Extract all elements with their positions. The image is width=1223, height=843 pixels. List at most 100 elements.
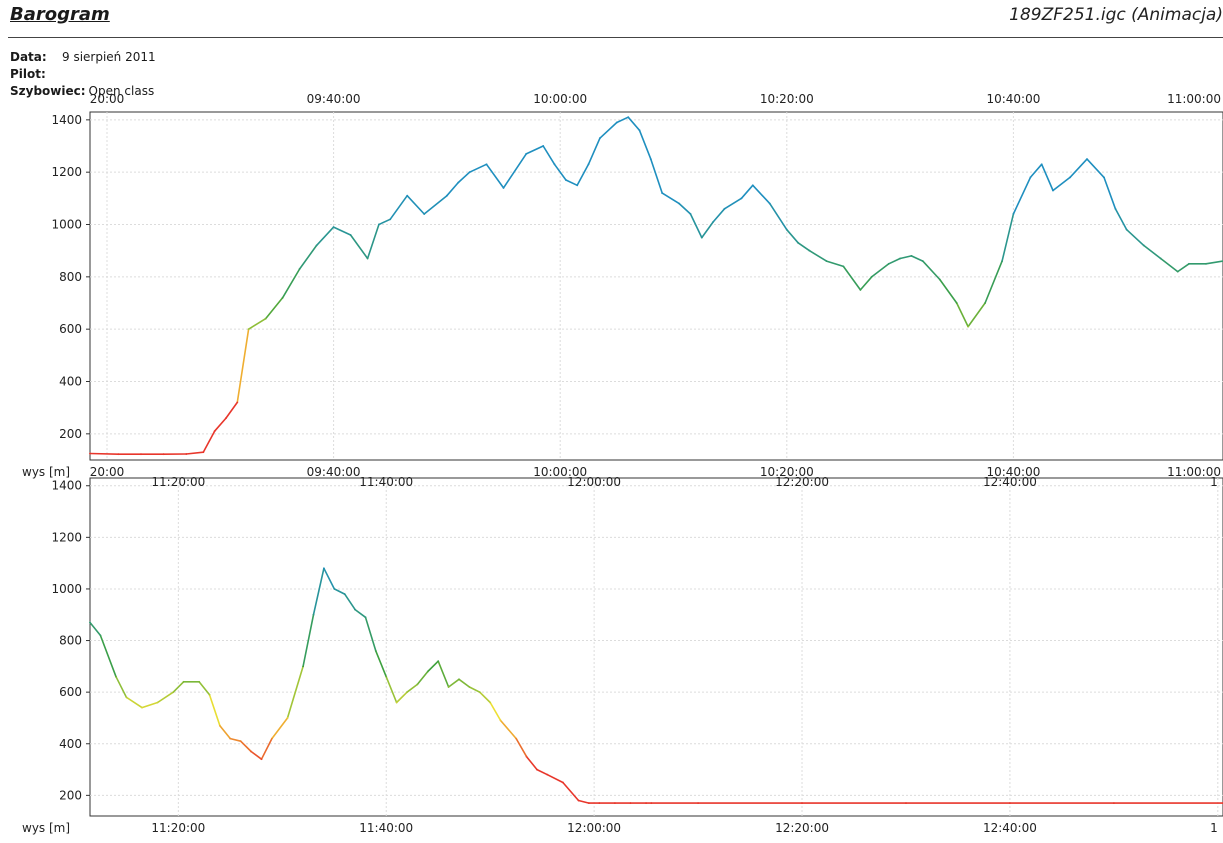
altitude-point bbox=[1114, 207, 1117, 210]
altitude-point bbox=[525, 755, 528, 758]
altitude-point bbox=[515, 737, 518, 740]
altitude-point bbox=[389, 218, 392, 221]
altitude-segment bbox=[423, 194, 448, 215]
altitude-segment bbox=[366, 223, 380, 260]
altitude-point bbox=[117, 453, 120, 456]
altitude-segment bbox=[89, 621, 102, 637]
y-tick-label: 200 bbox=[59, 427, 82, 441]
x-tick-label-top: 12:40:00 bbox=[983, 475, 1037, 489]
altitude-point bbox=[478, 691, 481, 694]
altitude-point bbox=[712, 221, 715, 223]
altitude-segment bbox=[239, 740, 252, 753]
date-label: Data: bbox=[10, 50, 47, 64]
altitude-segment bbox=[426, 660, 440, 673]
altitude-point bbox=[678, 202, 681, 205]
altitude-segment bbox=[1125, 228, 1145, 247]
altitude-point bbox=[349, 234, 352, 236]
altitude-segment bbox=[797, 242, 811, 252]
altitude-segment bbox=[213, 417, 227, 433]
altitude-point bbox=[374, 650, 377, 652]
altitude-point bbox=[447, 686, 450, 688]
x-tick-label-top: 12:00:00 bbox=[567, 475, 621, 489]
pilot-label: Pilot: bbox=[10, 67, 46, 81]
altitude-segment bbox=[385, 675, 398, 704]
altitude-segment bbox=[354, 608, 367, 619]
altitude-point bbox=[1086, 158, 1088, 161]
altitude-segment bbox=[315, 226, 335, 247]
altitude-point bbox=[446, 194, 448, 197]
altitude-point bbox=[1113, 802, 1115, 804]
altitude-segment bbox=[437, 660, 450, 688]
altitude-point bbox=[525, 153, 528, 155]
altitude-segment bbox=[525, 755, 538, 771]
altitude-point bbox=[354, 608, 356, 611]
altitude-segment bbox=[406, 194, 426, 215]
y-tick-label: 1000 bbox=[51, 582, 82, 596]
altitude-segment bbox=[740, 184, 754, 200]
altitude-segment bbox=[542, 145, 556, 166]
y-tick-label: 200 bbox=[59, 788, 82, 802]
altitude-point bbox=[437, 660, 440, 663]
altitude-segment bbox=[859, 275, 873, 291]
x-tick-label-bottom: 09:40:00 bbox=[307, 465, 361, 479]
altitude-point bbox=[312, 613, 315, 616]
altitude-point bbox=[689, 213, 692, 215]
altitude-point bbox=[406, 691, 408, 694]
file-name: 189ZF251.igc (Animacja) bbox=[1009, 5, 1223, 25]
altitude-segment bbox=[225, 401, 239, 419]
x-tick-label-top: 10:40:00 bbox=[986, 92, 1040, 106]
altitude-point bbox=[645, 802, 647, 804]
altitude-point bbox=[808, 249, 811, 252]
altitude-point bbox=[89, 621, 91, 624]
altitude-point bbox=[627, 116, 630, 119]
altitude-point bbox=[1040, 163, 1043, 166]
altitude-segment bbox=[208, 693, 221, 727]
altitude-segment bbox=[446, 181, 460, 197]
altitude-point bbox=[423, 213, 426, 215]
altitude-point bbox=[219, 724, 221, 727]
altitude-segment bbox=[627, 116, 641, 132]
x-tick-label-bottom: 10:00:00 bbox=[533, 465, 587, 479]
x-tick-label-bottom: 11:20:00 bbox=[151, 821, 205, 835]
altitude-point bbox=[458, 678, 460, 681]
altitude-point bbox=[700, 236, 703, 239]
altitude-point bbox=[250, 750, 253, 753]
altitude-point bbox=[1012, 213, 1015, 215]
x-tick-label-bottom: 10:20:00 bbox=[760, 465, 814, 479]
altitude-segment bbox=[323, 567, 336, 590]
altitude-segment bbox=[700, 221, 715, 239]
altitude-segment bbox=[156, 691, 174, 704]
altitude-segment bbox=[141, 701, 159, 709]
altitude-segment bbox=[515, 737, 528, 758]
altitude-point bbox=[236, 401, 239, 404]
altitude-point bbox=[315, 244, 318, 247]
altitude-point bbox=[599, 137, 601, 140]
altitude-segment bbox=[689, 213, 703, 239]
altitude-point bbox=[426, 670, 429, 673]
y-tick-label: 1400 bbox=[51, 479, 82, 493]
altitude-point bbox=[546, 773, 549, 776]
altitude-segment bbox=[536, 768, 549, 776]
x-tick-label-top: 11:40:00 bbox=[359, 475, 413, 489]
y-tick-label: 400 bbox=[59, 375, 82, 389]
altitude-point bbox=[343, 593, 346, 595]
altitude-point bbox=[1069, 176, 1071, 179]
altitude-segment bbox=[374, 650, 388, 678]
altitude-point bbox=[323, 567, 325, 570]
altitude-point bbox=[162, 453, 165, 456]
altitude-segment bbox=[649, 158, 664, 194]
altitude-segment bbox=[499, 719, 518, 740]
altitude-segment bbox=[298, 244, 318, 270]
altitude-point bbox=[614, 802, 616, 804]
altitude-segment bbox=[125, 696, 143, 709]
altitude-segment bbox=[458, 678, 471, 688]
altitude-segment bbox=[378, 218, 392, 226]
altitude-segment bbox=[229, 737, 242, 743]
altitude-point bbox=[333, 588, 336, 590]
altitude-point bbox=[1052, 189, 1054, 192]
altitude-point bbox=[364, 616, 367, 619]
altitude-segment bbox=[1069, 158, 1088, 179]
altitude-point bbox=[910, 255, 913, 257]
altitude-point bbox=[984, 302, 986, 304]
